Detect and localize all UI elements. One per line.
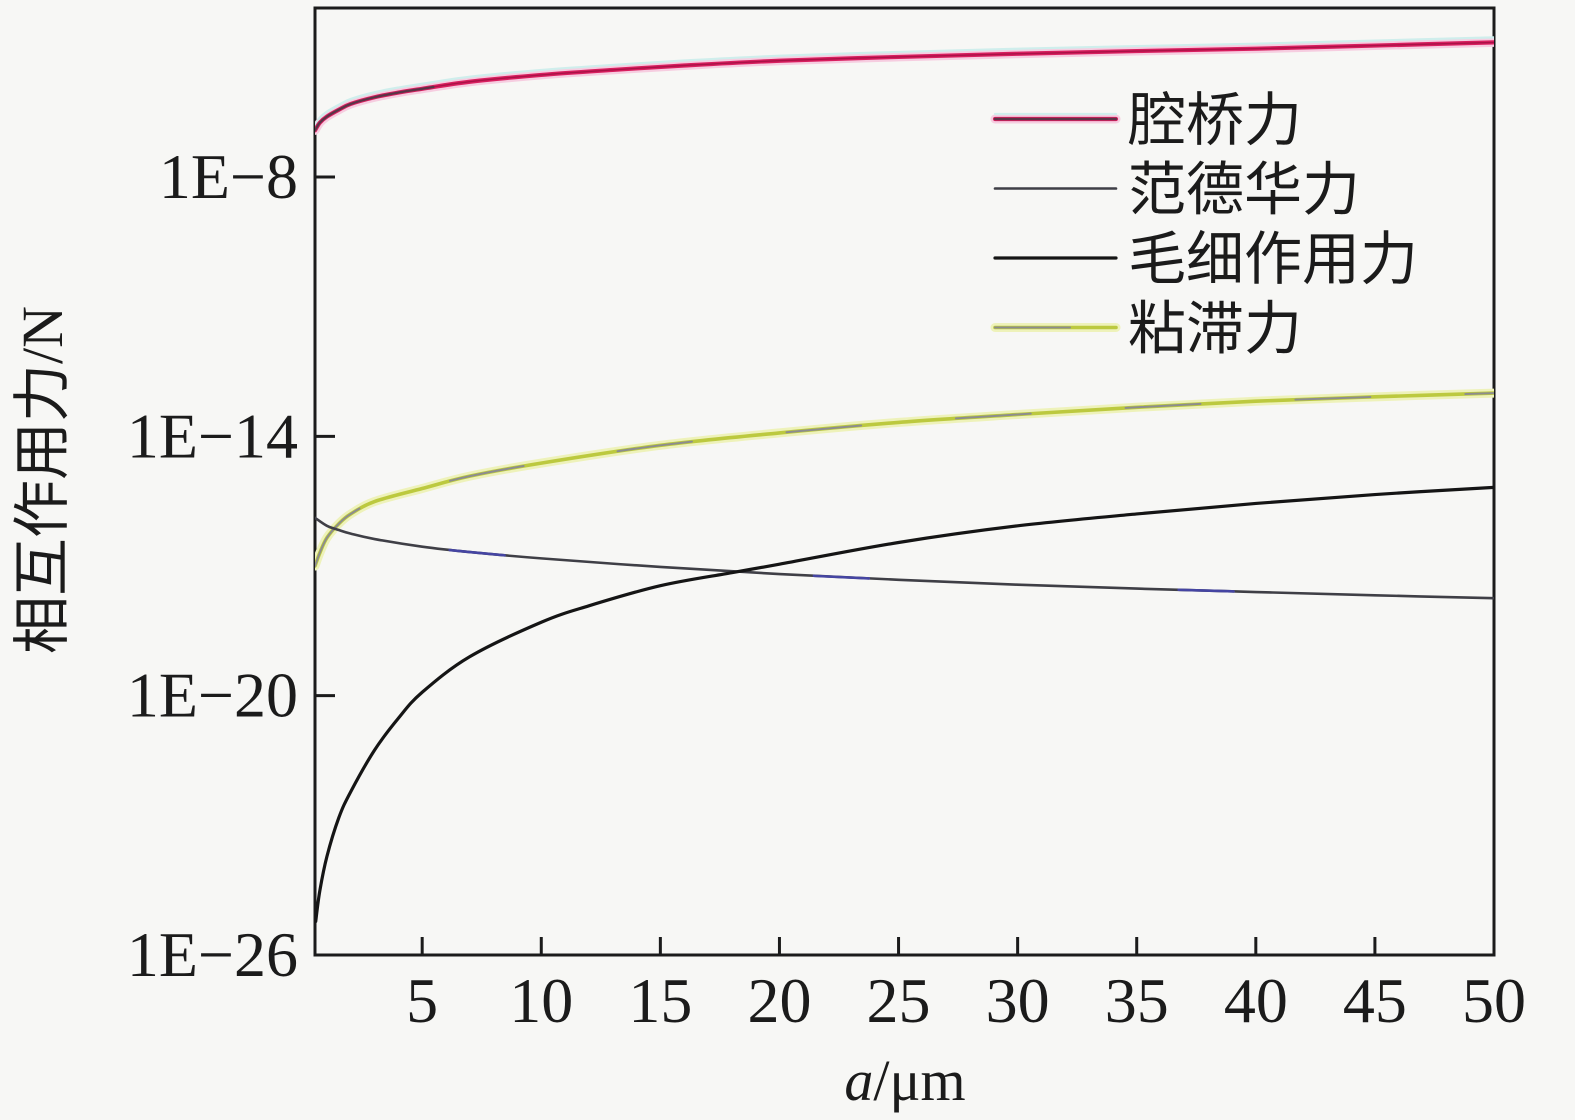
- legend-item-capillary-force: 毛细作用力: [993, 227, 1418, 292]
- x-tick-label: 40: [1224, 965, 1288, 1036]
- curve-viscous-force-stroke-2: [315, 392, 1494, 567]
- series-cavity-bridge-force: [315, 36, 1494, 135]
- curve-cavity-bridge-force-stroke-2: [315, 40, 1494, 133]
- legend-item-van-der-waals-force: 范德华力: [993, 158, 1360, 223]
- curve-cavity-bridge-force-stroke-4: [315, 41, 1494, 132]
- legend-label-viscous-force: 粘滞力: [1128, 297, 1302, 362]
- y-tick-label: 1E−20: [127, 660, 298, 731]
- curve-van-der-waals-force-stroke-0: [315, 516, 1494, 600]
- curve-cavity-bridge-force-stroke-1: [315, 36, 1494, 127]
- axis-tick-labels: 5 10 15 20 25 30 35 40 45 50 1E−8 1E−14 1E−20 1E−26: [127, 141, 1526, 1036]
- legend-label-cavity-bridge-force: 腔桥力: [1128, 88, 1302, 153]
- x-tick-label: 10: [509, 965, 573, 1036]
- series-viscous-force: [315, 388, 1494, 571]
- x-axis-label: a/μm: [844, 1048, 965, 1113]
- y-tick-label: 1E−8: [159, 141, 298, 212]
- curve-van-der-waals-force-stroke-1: [315, 516, 1494, 600]
- x-tick-label: 20: [747, 965, 811, 1036]
- x-tick-label: 50: [1462, 965, 1526, 1036]
- x-tick-label: 30: [986, 965, 1050, 1036]
- y-tick-label: 1E−14: [127, 400, 298, 471]
- x-axis-label-symbol: a: [844, 1048, 873, 1113]
- axis-ticks: [315, 175, 1496, 957]
- x-tick-label: 5: [406, 965, 438, 1036]
- legend-label-van-der-waals-force: 范德华力: [1128, 158, 1360, 223]
- legend-item-viscous-force: 粘滞力: [990, 297, 1302, 362]
- curve-capillary-force-stroke-0: [315, 485, 1494, 923]
- data-series: [315, 36, 1494, 923]
- x-axis-label-unit: /μm: [873, 1048, 965, 1113]
- x-tick-label: 45: [1343, 965, 1407, 1036]
- x-tick-label: 35: [1105, 965, 1169, 1036]
- legend-item-cavity-bridge-force: 腔桥力: [990, 88, 1302, 153]
- legend-label-capillary-force: 毛细作用力: [1128, 227, 1418, 292]
- plot-frame: [313, 6, 1496, 957]
- x-tick-label: 25: [867, 965, 931, 1036]
- series-van-der-waals-force: [315, 516, 1494, 600]
- series-capillary-force: [315, 485, 1494, 923]
- y-axis-label: 相互作用力/N: [10, 306, 75, 654]
- y-tick-label: 1E−26: [127, 919, 298, 990]
- x-tick-label: 15: [628, 965, 692, 1036]
